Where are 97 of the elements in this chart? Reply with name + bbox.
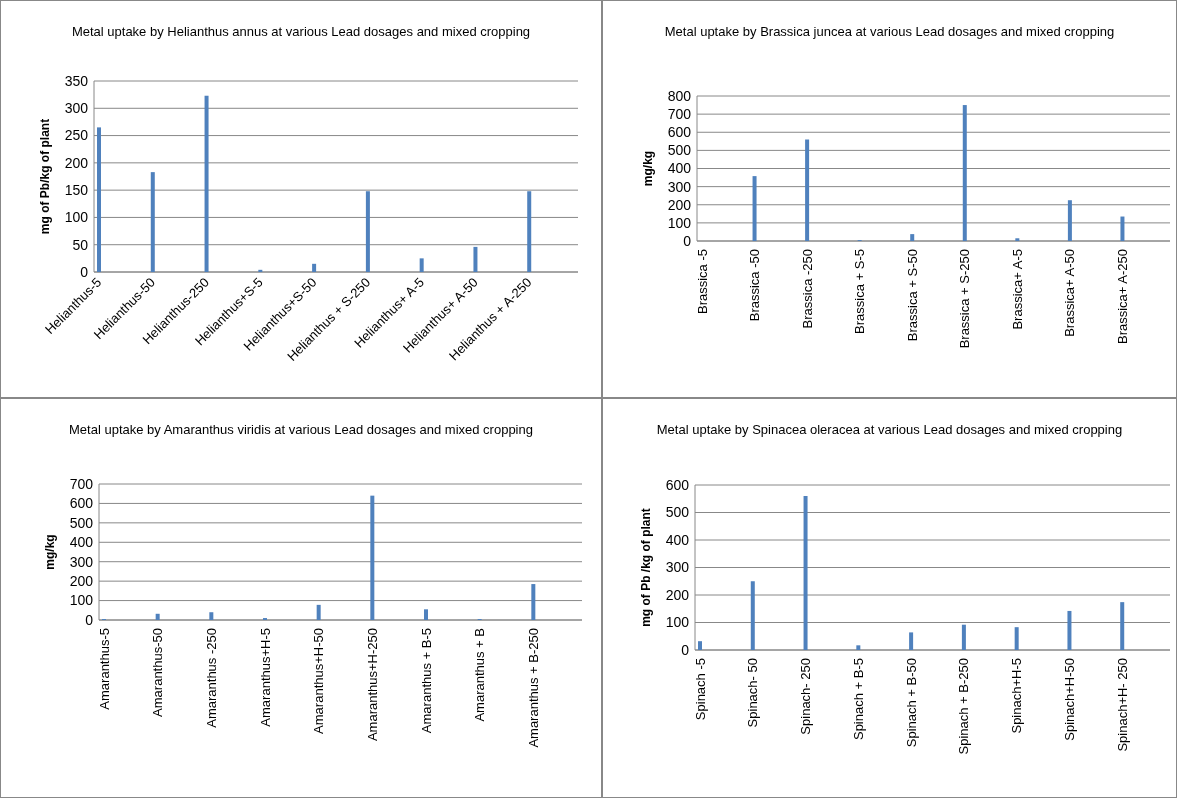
- bar: [150, 172, 155, 272]
- bar: [909, 632, 914, 650]
- chart-title: Metal uptake by Brassica juncea at various Lead dosages and mixed cropping: [664, 24, 1115, 39]
- x-tick-label: Brassica + S-50: [904, 249, 920, 342]
- bar: [204, 95, 209, 272]
- x-tick-label: Spinach + B-5: [850, 658, 866, 741]
- bar: [419, 258, 424, 272]
- bar: [910, 234, 915, 241]
- bar: [473, 246, 478, 272]
- y-tick-label: 500: [665, 504, 690, 521]
- y-tick-label: 100: [64, 209, 89, 226]
- x-tick-label: Spinach- 50: [745, 658, 761, 728]
- y-tick-label: 400: [665, 531, 690, 548]
- x-tick-label: Spinach -5: [692, 658, 708, 721]
- bar: [752, 176, 757, 241]
- bar: [316, 604, 321, 620]
- bar: [803, 496, 808, 650]
- y-tick-label: 0: [80, 263, 89, 280]
- bar: [698, 641, 702, 650]
- x-tick-label: Brassica -5: [694, 249, 710, 315]
- y-tick-label: 700: [667, 106, 692, 123]
- x-tick-label: Amaranthus + B: [472, 628, 488, 722]
- y-tick-label: 300: [667, 178, 692, 195]
- bar: [365, 191, 370, 272]
- bar: [312, 263, 317, 272]
- x-tick-label: Amaranthus + B-250: [525, 628, 541, 748]
- y-axis-title: mg/kg: [641, 150, 655, 187]
- x-tick-label: Spinach + B-250: [956, 658, 972, 755]
- bar: [1067, 610, 1072, 650]
- bar: [370, 495, 375, 620]
- chart-title: Metal uptake by Spinacea oleracea at various Lead dosages and mixed cropping: [656, 422, 1123, 437]
- x-tick-label: Spinach- 250: [798, 658, 814, 735]
- x-tick-label: Amaranthus+H-250: [364, 628, 380, 742]
- y-tick-label: 200: [667, 196, 692, 213]
- y-tick-label: 800: [667, 87, 692, 104]
- bar: [209, 612, 214, 620]
- y-tick-label: 500: [667, 142, 692, 159]
- y-tick-label: 700: [69, 475, 94, 492]
- x-tick-label: Brassica+ A-5: [1009, 249, 1025, 330]
- y-tick-label: 0: [681, 641, 690, 658]
- bar: [962, 105, 967, 241]
- y-tick-label: 0: [683, 232, 692, 249]
- y-tick-label: 500: [69, 514, 94, 531]
- y-tick-label: 50: [72, 236, 89, 253]
- y-tick-label: 300: [69, 553, 94, 570]
- y-tick-label: 400: [667, 160, 692, 177]
- y-axis-title: mg of Pb /kg of plant: [639, 508, 653, 627]
- bar: [805, 139, 810, 241]
- x-tick-label: Amaranthus-50: [150, 628, 166, 717]
- bar: [1014, 627, 1019, 650]
- x-tick-label: Amaranthus -250: [203, 628, 219, 728]
- bar: [1015, 238, 1020, 241]
- y-tick-label: 100: [665, 614, 690, 631]
- bar: [424, 609, 428, 620]
- y-tick-label: 350: [64, 72, 89, 89]
- y-tick-label: 300: [665, 559, 690, 576]
- bar: [961, 624, 966, 650]
- chart-title: Metal uptake by Amaranthus viridis at various Lead dosages and mixed cropping: [69, 422, 533, 437]
- y-tick-label: 600: [665, 476, 690, 493]
- x-tick-label: Spinach + B-50: [903, 658, 919, 748]
- chart-title: Metal uptake by Helianthus annus at various Lead dosages and mixed cropping: [71, 24, 531, 39]
- y-tick-label: 200: [64, 154, 89, 171]
- y-tick-label: 150: [64, 182, 89, 199]
- x-tick-label: Spinach+H-50: [1061, 658, 1077, 741]
- y-tick-label: 250: [64, 127, 89, 144]
- y-tick-label: 600: [667, 124, 692, 141]
- bar: [750, 581, 755, 650]
- x-tick-label: Brassica -50: [747, 249, 763, 322]
- y-tick-label: 100: [69, 592, 94, 609]
- x-tick-label: Brassica+ A-250: [1114, 249, 1130, 345]
- x-tick-label: Amaranthus+H-50: [311, 628, 327, 734]
- x-tick-label: Brassica -250: [799, 249, 815, 329]
- bar: [856, 645, 861, 650]
- bar: [527, 191, 532, 272]
- y-tick-label: 300: [64, 100, 89, 117]
- y-tick-label: 200: [69, 573, 94, 590]
- bar: [97, 127, 101, 272]
- bar: [155, 613, 160, 620]
- y-tick-label: 100: [667, 214, 692, 231]
- x-tick-label: Brassica + S-5: [852, 249, 868, 334]
- y-axis-title: mg/kg: [43, 534, 57, 570]
- x-tick-label: Spinach+H-5: [1009, 658, 1025, 734]
- x-tick-label: Amaranthus+H-5: [257, 628, 273, 727]
- y-tick-label: 400: [69, 534, 94, 551]
- bar: [531, 584, 536, 620]
- x-tick-label: Amaranthus-5: [96, 628, 112, 710]
- bar: [1120, 602, 1125, 650]
- y-tick-label: 0: [85, 611, 94, 628]
- y-tick-label: 200: [665, 586, 690, 603]
- bar: [1067, 200, 1072, 241]
- x-tick-label: Amaranthus + B-5: [418, 628, 434, 734]
- y-tick-label: 600: [69, 495, 94, 512]
- x-tick-label: Spinach+H- 250: [1114, 658, 1130, 752]
- x-tick-label: Brassica+ A-50: [1062, 249, 1078, 337]
- bar: [1120, 216, 1125, 241]
- y-axis-title: mg of Pb/kg of plant: [38, 118, 52, 235]
- x-tick-label: Brassica + S-250: [957, 249, 973, 349]
